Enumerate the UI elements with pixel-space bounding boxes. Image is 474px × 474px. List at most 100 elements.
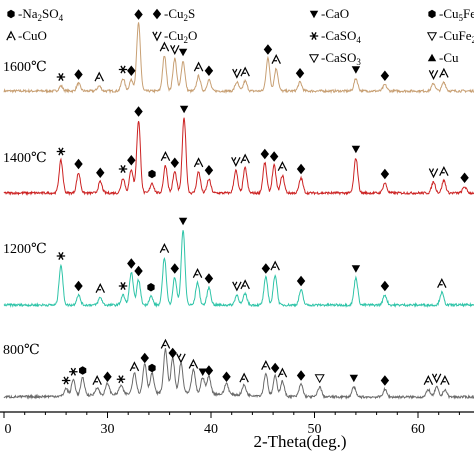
- diamond-legend-icon: [152, 8, 162, 20]
- diamond-peak-marker: [134, 265, 143, 277]
- star-peak-marker: [116, 375, 126, 384]
- x-tick-label: 0: [5, 422, 12, 437]
- diamond-peak-marker: [74, 69, 83, 80]
- diamond-peak-marker: [296, 275, 306, 287]
- series-line: [3, 22, 474, 95]
- legend-entry: -CaSO4: [309, 28, 361, 45]
- caret-up-peak-marker: [423, 374, 434, 385]
- triangle-down-peak-marker: [351, 265, 361, 273]
- caret-down-peak-marker: [232, 281, 242, 292]
- diamond-peak-marker: [170, 157, 179, 168]
- caret-up-peak-marker: [439, 67, 449, 78]
- diamond-peak-marker: [204, 365, 214, 376]
- diamond-peak-marker: [74, 158, 83, 170]
- legend-label: -Cu: [439, 50, 459, 65]
- diamond-peak-marker: [296, 370, 306, 381]
- legend-label: -CaSO3: [321, 50, 361, 67]
- caret-up-peak-marker: [271, 53, 281, 64]
- caret-up-peak-marker: [277, 367, 288, 378]
- x-tick-label: 40: [204, 422, 218, 437]
- caret-up-peak-marker: [277, 160, 288, 171]
- caret-up-peak-marker: [92, 374, 102, 385]
- diamond-peak-marker: [261, 263, 271, 274]
- triangle-down-peak-marker: [178, 48, 188, 57]
- plot-area: 1600℃ 1400℃ 1200℃ 800℃: [3, 22, 474, 400]
- caret-down-peak-marker: [428, 168, 439, 179]
- legend-label: -Cu2S: [164, 6, 195, 23]
- caret-up-peak-marker: [439, 165, 449, 176]
- legend: -Na2SO4 -Cu2S -CaO -Cu5Fe -CuO -Cu2O -CaSO4 -Cu…: [6, 6, 474, 67]
- caret-down-peak-marker: [431, 373, 442, 384]
- diamond-peak-marker: [134, 9, 143, 20]
- legend-entry: -CuO: [6, 28, 47, 43]
- diamond-peak-marker: [222, 371, 231, 382]
- caret-up-peak-marker: [159, 242, 170, 253]
- triangle-down-open-peak-marker: [314, 374, 325, 384]
- legend-entry: -CaSO3: [308, 50, 361, 67]
- triangle-up-legend-icon: [427, 53, 437, 62]
- series-label: 1400℃: [3, 151, 47, 166]
- diamond-peak-marker: [204, 65, 214, 76]
- x-tick-label: 30: [101, 422, 115, 437]
- legend-label: -Na2SO4: [18, 6, 64, 23]
- series-label: 1600℃: [3, 60, 47, 75]
- legend-entry: -Cu2S: [152, 6, 195, 23]
- diamond-peak-marker: [170, 263, 179, 274]
- triangle-down-open-legend-icon: [426, 32, 438, 42]
- triangle-down-peak-marker: [351, 66, 361, 74]
- diamond-peak-marker: [260, 148, 270, 160]
- caret-up-peak-marker: [129, 361, 140, 372]
- peak-markers: [56, 9, 469, 386]
- star-peak-marker: [56, 252, 66, 260]
- diamond-peak-marker: [270, 362, 280, 374]
- caret-up-peak-marker: [440, 374, 450, 385]
- caret-up-peak-marker: [240, 153, 250, 164]
- x-axis: 03040506070: [0, 411, 474, 437]
- caret-up-peak-marker: [270, 260, 280, 271]
- star-peak-marker: [118, 165, 128, 173]
- legend-label: -Cu2O: [164, 28, 197, 45]
- diamond-peak-marker: [140, 352, 149, 364]
- caret-down-peak-marker: [231, 157, 241, 168]
- legend-entry: -Cu: [427, 50, 459, 65]
- legend-entry: -CaO: [309, 6, 349, 21]
- caret-up-peak-marker: [160, 338, 171, 349]
- legend-entry: -Cu2O: [152, 28, 197, 45]
- diamond-peak-marker: [460, 172, 469, 183]
- star-legend-icon: [309, 32, 319, 40]
- caret-up-peak-marker: [239, 372, 249, 383]
- caret-down-peak-marker: [176, 353, 186, 364]
- hexagon-peak-marker: [148, 169, 156, 179]
- diamond-peak-marker: [168, 347, 177, 359]
- caret-up-peak-marker: [193, 157, 204, 168]
- triangle-down-peak-marker: [179, 105, 189, 114]
- series-line: [3, 230, 474, 309]
- diamond-peak-marker: [269, 151, 279, 162]
- x-tick-label: 50: [308, 422, 322, 437]
- diamond-peak-marker: [263, 44, 273, 55]
- legend-label: -CuO: [18, 28, 47, 43]
- caret-down-peak-marker: [170, 45, 180, 56]
- legend-entry: -CuFe2: [426, 28, 474, 45]
- series-label: 800℃: [3, 343, 40, 358]
- diamond-peak-marker: [204, 273, 214, 284]
- diamond-peak-marker: [295, 68, 305, 79]
- legend-label: -CaSO4: [321, 28, 361, 45]
- series-label: 1200℃: [3, 242, 47, 257]
- caret-up-peak-marker: [261, 359, 271, 370]
- diamond-peak-marker: [204, 165, 214, 176]
- caret-up-peak-marker: [160, 150, 171, 161]
- hexagon-peak-marker: [148, 363, 156, 373]
- hexagon-peak-marker: [79, 366, 87, 375]
- diamond-peak-marker: [96, 167, 105, 178]
- caret-up-peak-marker: [192, 267, 203, 278]
- hexagon-legend-icon: [7, 9, 15, 19]
- triangle-down-legend-icon: [309, 10, 319, 19]
- series-line: [3, 348, 474, 400]
- caret-up-peak-marker: [159, 41, 170, 52]
- diamond-peak-marker: [380, 280, 390, 292]
- hexagon-legend-icon: [428, 9, 436, 19]
- diamond-peak-marker: [380, 70, 390, 81]
- caret-down-peak-marker: [232, 68, 242, 79]
- star-peak-marker: [118, 65, 128, 74]
